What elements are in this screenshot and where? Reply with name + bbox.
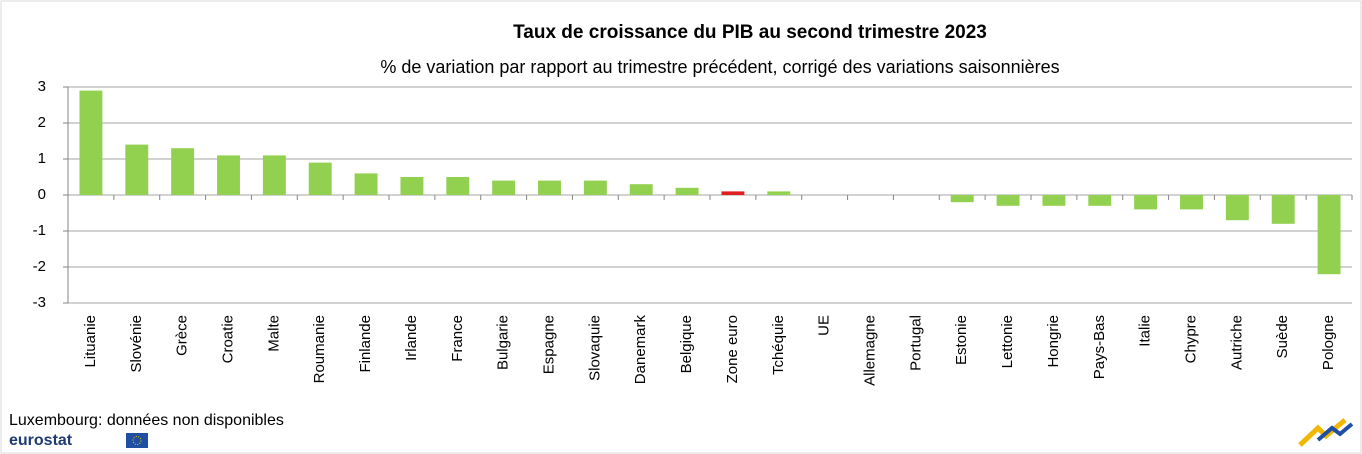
x-tick-label: Autriche <box>1228 315 1245 370</box>
chart-subtitle: % de variation par rapport au trimestre … <box>380 57 1059 77</box>
x-tick-label: France <box>449 315 466 362</box>
bar <box>1271 195 1295 224</box>
bar <box>675 187 699 195</box>
x-tick-label: UE <box>816 315 833 336</box>
chart-title: Taux de croissance du PIB au second trim… <box>513 22 987 43</box>
bar <box>721 191 745 195</box>
bar <box>538 180 561 195</box>
x-tick-label: Pays-Bas <box>1091 315 1108 379</box>
y-tick-label: 1 <box>38 150 46 167</box>
x-tick-label: Bulgarie <box>495 315 512 370</box>
eu-flag <box>126 433 148 448</box>
bar <box>950 195 974 203</box>
bar <box>492 180 516 195</box>
x-tick-label: Chypre <box>1182 315 1199 363</box>
bar <box>1134 195 1158 210</box>
y-tick-label: -3 <box>33 294 46 311</box>
x-tick-label: Croatie <box>219 315 236 363</box>
x-tick-label: Zone euro <box>724 315 741 383</box>
bar <box>217 155 240 195</box>
logo-text: eurostat <box>9 432 73 449</box>
x-tick-label: Hongrie <box>1045 315 1062 368</box>
x-tick-label: Grèce <box>174 315 191 356</box>
y-tick-label: 2 <box>38 114 46 131</box>
bar <box>125 144 149 195</box>
x-tick-label: Italie <box>1137 315 1154 347</box>
x-tick-label: Danemark <box>632 315 649 385</box>
x-tick-label: Finlande <box>357 315 374 373</box>
x-tick-label: Espagne <box>540 315 557 374</box>
bar <box>308 162 332 195</box>
bar <box>1225 195 1249 221</box>
logo-swoosh <box>1316 422 1354 442</box>
bar <box>629 184 653 195</box>
bar <box>79 90 103 195</box>
bar <box>996 195 1020 206</box>
bar <box>1317 195 1341 275</box>
x-tick-label: Portugal <box>907 315 924 371</box>
x-tick-label: Tchéquie <box>770 315 787 375</box>
bar <box>767 191 791 195</box>
bar <box>1180 195 1203 210</box>
y-tick-label: 0 <box>38 186 46 203</box>
bar <box>171 148 195 195</box>
bar <box>354 173 378 195</box>
bar <box>1088 195 1112 206</box>
note: Luxembourg: données non disponibles <box>9 412 284 429</box>
bar <box>583 180 607 195</box>
x-tick-label: Slovénie <box>128 315 145 373</box>
x-tick-label: Estonie <box>953 315 970 365</box>
x-tick-label: Belgique <box>678 315 695 373</box>
x-tick-label: Lettonie <box>999 315 1016 368</box>
bar <box>262 155 286 195</box>
y-tick-label: -2 <box>33 258 46 275</box>
y-tick-label: 3 <box>38 78 46 95</box>
x-tick-label: Suède <box>1274 315 1291 358</box>
bar <box>1042 195 1066 206</box>
eu-stars <box>132 436 142 445</box>
x-tick-label: Roumanie <box>311 315 328 383</box>
x-tick-label: Slovaquie <box>586 315 603 381</box>
x-tick-label: Malte <box>265 315 282 352</box>
x-tick-label: Lituanie <box>82 315 99 368</box>
bar <box>446 177 470 195</box>
bar <box>400 177 424 195</box>
x-tick-label: Pologne <box>1320 315 1337 370</box>
logo-swoosh <box>1298 418 1347 447</box>
y-tick-label: -1 <box>33 222 46 239</box>
x-tick-label: Irlande <box>403 315 420 361</box>
x-tick-label: Allemagne <box>861 315 878 386</box>
